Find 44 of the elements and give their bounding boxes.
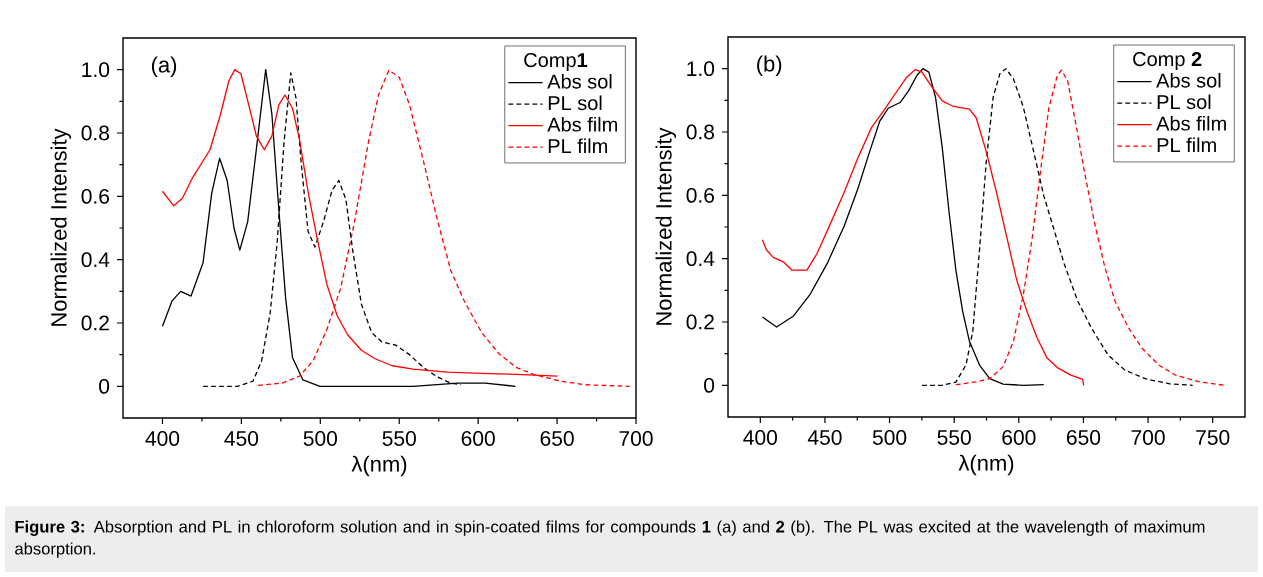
x-tick-label: 550 [382,431,416,446]
x-tick-label: 650 [1066,430,1101,445]
legend-label: PL sol [1157,94,1211,110]
legend-title: Comp1 [524,53,588,72]
legend-label: Abs sol [1156,72,1221,88]
y-tick-label: 0.8 [81,125,110,141]
x-tick-label: 700 [1131,430,1165,445]
legend-label: Abs film [547,116,617,132]
legend-label: PL film [548,138,607,153]
x-tick-label: 400 [743,430,777,445]
y-tick-label: 0.6 [81,188,110,204]
x-tick-label: 500 [872,430,907,445]
y-tick-label: 0.2 [81,315,109,331]
y-tick-label: 0 [704,377,715,393]
x-tick-label: 450 [224,431,259,446]
legend-label: Abs sol [547,73,612,89]
y-tick-label: 0.8 [686,124,715,140]
x-tick-label: 700 [619,431,653,446]
x-axis-title: λ(nm) [958,454,1014,476]
text: Figure 3: Absorption and PL in chloroform solution and in spin-coated films for compounds 1 (a) and 2 (b). The PL was excited at the wavelength of maximum absorption. [15,520,1205,558]
y-tick-label: 0.4 [686,251,715,267]
y-tick-label: 0.2 [686,314,714,330]
legend-label: PL film [1157,137,1216,152]
x-tick-label: 600 [461,431,495,446]
x-tick-label: 600 [1002,430,1036,445]
y-tick-label: 0 [99,378,110,394]
annotation: (a) [151,56,177,77]
y-tick-label: 0.4 [81,252,110,268]
x-tick-label: 400 [145,431,180,446]
x-tick-label: 650 [540,431,574,446]
legend-label: Abs film [1156,115,1226,131]
x-axis-title: λ(nm) [351,455,407,477]
y-tick-label: 0.6 [686,187,715,203]
y-tick-label: 1.0 [687,61,715,77]
y-tick-label: 1.0 [82,62,110,78]
x-tick-label: 450 [807,430,842,445]
x-tick-label: 750 [1196,430,1230,445]
legend-label: PL sol [548,95,602,111]
legend-title: Comp 2 [1133,52,1202,71]
y-axis-title: Normalized Intensity [655,127,676,325]
annotation: (b) [757,55,782,76]
y-axis-title: Normalized Intensity [50,128,71,326]
x-tick-label: 500 [303,431,337,446]
x-tick-label: 550 [937,430,971,445]
